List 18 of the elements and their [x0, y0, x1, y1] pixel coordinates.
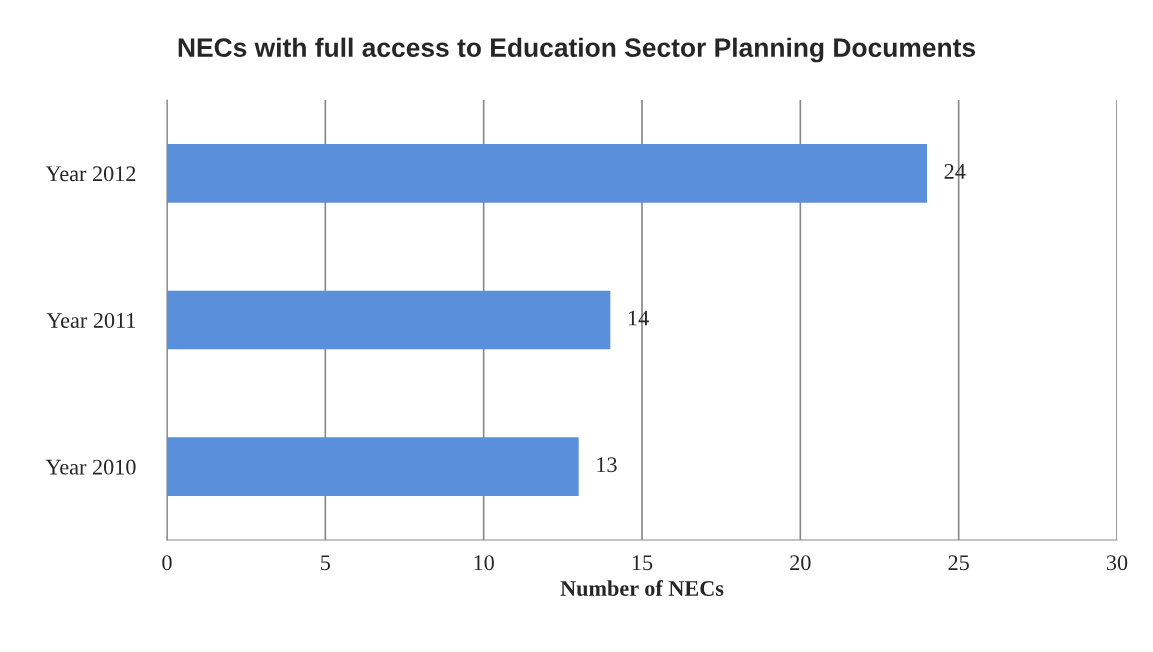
chart-title: NECs with full access to Education Sector Planning Documents: [178, 37, 976, 63]
x-tick-label: 0: [162, 555, 172, 571]
x-tick-label: 5: [321, 555, 331, 571]
x-tick-label: 20: [790, 555, 811, 571]
x-tick-label: 30: [1106, 555, 1128, 571]
bar: [167, 437, 579, 496]
y-tick-label: Year 2011: [46, 312, 136, 328]
bar: [167, 144, 927, 203]
y-tick-label: Year 2012: [45, 166, 136, 182]
x-axis-title: Number of NECs: [560, 580, 724, 596]
data-label: 14: [628, 310, 649, 326]
bar: [167, 290, 611, 350]
data-label: 13: [597, 457, 617, 473]
x-tick-label: 15: [632, 555, 653, 571]
y-tick-label: Year 2010: [45, 459, 136, 475]
x-tick-label: 10: [474, 555, 494, 571]
x-tick-label: 25: [948, 555, 969, 571]
data-label: 24: [944, 163, 966, 179]
